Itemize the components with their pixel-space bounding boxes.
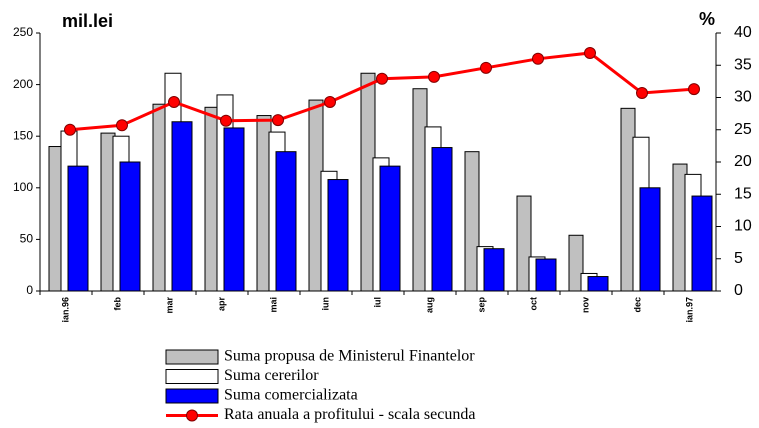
bar (691, 195, 713, 292)
bar (568, 234, 584, 292)
y-axis-label: mil.lei (62, 11, 113, 31)
bar (587, 276, 609, 292)
bar (431, 147, 453, 292)
y2-axis-label: % (699, 9, 715, 29)
marker (688, 83, 700, 96)
x-tick-label: ian.97 (684, 297, 694, 323)
bar (67, 165, 89, 292)
x-tick-label: iun (320, 297, 330, 311)
marker (532, 52, 544, 65)
y2-tick-label: 20 (734, 153, 752, 170)
legend-swatch (165, 369, 219, 384)
marker (220, 114, 232, 127)
x-tick-label: apr (216, 297, 226, 312)
bar (639, 187, 661, 292)
marker (584, 46, 596, 59)
y2-tick-label: 5 (734, 250, 743, 267)
legend-label: Suma comercializata (224, 387, 358, 404)
x-tick-label: mar (164, 297, 174, 314)
y2-tick-label: 40 (734, 24, 752, 41)
marker (428, 70, 440, 83)
bar (516, 195, 532, 292)
x-tick-label: ian.96 (60, 297, 70, 323)
marker (272, 114, 284, 127)
bar (171, 121, 193, 292)
marker (376, 72, 388, 85)
legend-marker (186, 409, 198, 422)
x-tick-label: dec (632, 297, 642, 313)
marker (116, 119, 128, 132)
bar (119, 161, 141, 292)
legend-swatch (165, 388, 219, 404)
x-tick-label: mai (268, 297, 278, 313)
y2-tick-label: 10 (734, 218, 752, 235)
y2-tick-label: 35 (734, 56, 752, 73)
x-tick-label: iul (372, 297, 382, 308)
y2-tick-label: 15 (734, 185, 752, 202)
legend-label: Suma propusa de Ministerul Finantelor (224, 348, 475, 365)
marker (636, 86, 648, 99)
marker (324, 96, 336, 109)
legend-swatch (165, 349, 219, 365)
bar (327, 179, 349, 292)
legend-label: Suma cererilor (224, 367, 319, 384)
marker (64, 123, 76, 136)
legend-label: Rata anuala a profitului - scala secunda (224, 406, 475, 423)
y2-tick-label: 0 (734, 282, 743, 299)
y-tick-label: 150 (13, 128, 33, 142)
marker (168, 96, 180, 109)
x-tick-label: feb (112, 296, 122, 310)
x-tick-label: aug (424, 297, 434, 313)
x-tick-label: oct (528, 297, 538, 311)
y-tick-label: 50 (20, 232, 34, 246)
y2-tick-label: 30 (734, 89, 752, 106)
y-tick-label: 250 (13, 25, 33, 39)
bar (464, 151, 480, 292)
x-tick-label: sep (476, 297, 486, 313)
x-tick-label: nov (580, 297, 590, 313)
y-tick-label: 200 (13, 77, 33, 91)
y-tick-label: 0 (26, 283, 33, 297)
y2-tick-label: 25 (734, 121, 752, 138)
bar (483, 248, 505, 292)
marker (480, 61, 492, 74)
bar (379, 165, 401, 292)
bar (223, 127, 245, 292)
bar (275, 151, 297, 292)
bar (535, 258, 557, 292)
y-tick-label: 100 (13, 180, 33, 194)
